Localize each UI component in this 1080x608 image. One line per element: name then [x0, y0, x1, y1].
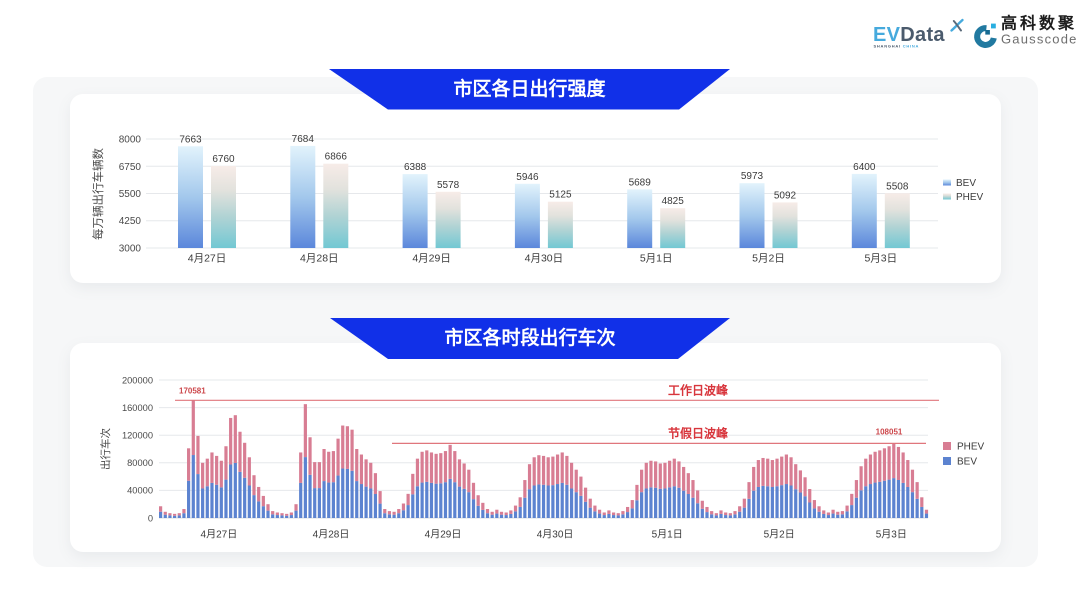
svg-text:3000: 3000: [119, 244, 142, 255]
svg-text:Gausscode: Gausscode: [1001, 32, 1078, 47]
svg-text:5500: 5500: [119, 189, 142, 200]
svg-text:5月3日: 5月3日: [876, 529, 907, 541]
svg-text:6400: 6400: [853, 162, 876, 173]
svg-text:5月1日: 5月1日: [640, 253, 673, 265]
svg-text:4月29日: 4月29日: [412, 253, 451, 265]
svg-text:EVData: EVData: [873, 24, 945, 46]
svg-text:5508: 5508: [886, 181, 909, 192]
svg-text:出行车次: 出行车次: [99, 428, 112, 470]
svg-text:5689: 5689: [629, 177, 652, 188]
svg-text:4825: 4825: [662, 196, 685, 207]
svg-text:PHEV: PHEV: [956, 192, 984, 203]
svg-text:PHEV: PHEV: [957, 442, 985, 453]
svg-text:BEV: BEV: [956, 178, 976, 189]
svg-text:4月30日: 4月30日: [537, 529, 574, 541]
svg-text:6750: 6750: [119, 162, 142, 173]
svg-text:5946: 5946: [516, 172, 539, 183]
svg-text:工作日波峰: 工作日波峰: [668, 382, 729, 397]
svg-text:8000: 8000: [119, 135, 142, 146]
svg-text:5092: 5092: [774, 190, 797, 201]
svg-text:80000: 80000: [127, 458, 153, 468]
svg-text:108051: 108051: [876, 427, 903, 436]
svg-text:4月28日: 4月28日: [313, 529, 350, 541]
svg-text:5月2日: 5月2日: [752, 253, 785, 265]
svg-text:160000: 160000: [122, 403, 153, 413]
svg-text:5月1日: 5月1日: [652, 529, 683, 541]
svg-text:7684: 7684: [292, 134, 315, 145]
svg-text:4月30日: 4月30日: [525, 253, 564, 265]
svg-text:5月3日: 5月3日: [864, 253, 897, 265]
svg-text:5578: 5578: [437, 180, 460, 191]
svg-text:4月27日: 4月27日: [188, 253, 227, 265]
svg-text:4250: 4250: [119, 216, 142, 227]
svg-text:5973: 5973: [741, 171, 764, 182]
svg-text:200000: 200000: [122, 375, 153, 385]
svg-text:5月2日: 5月2日: [764, 529, 795, 541]
svg-text:4月29日: 4月29日: [425, 529, 462, 541]
svg-text:5125: 5125: [549, 190, 572, 201]
svg-text:6388: 6388: [404, 162, 427, 173]
svg-text:6866: 6866: [325, 152, 348, 163]
svg-text:170581: 170581: [179, 386, 206, 395]
svg-text:0: 0: [148, 513, 153, 523]
svg-text:120000: 120000: [122, 431, 153, 441]
svg-text:4月27日: 4月27日: [201, 529, 238, 541]
svg-text:7663: 7663: [179, 134, 202, 145]
svg-text:4月28日: 4月28日: [300, 253, 339, 265]
svg-text:每万辆出行车辆数: 每万辆出行车辆数: [91, 148, 105, 240]
svg-text:节假日波峰: 节假日波峰: [668, 425, 729, 440]
svg-text:高科数聚: 高科数聚: [1001, 14, 1077, 33]
svg-text:6760: 6760: [212, 154, 235, 165]
svg-text:SHANGHAI CHINA: SHANGHAI CHINA: [874, 44, 920, 49]
svg-text:40000: 40000: [127, 486, 153, 496]
svg-text:BEV: BEV: [957, 457, 977, 468]
